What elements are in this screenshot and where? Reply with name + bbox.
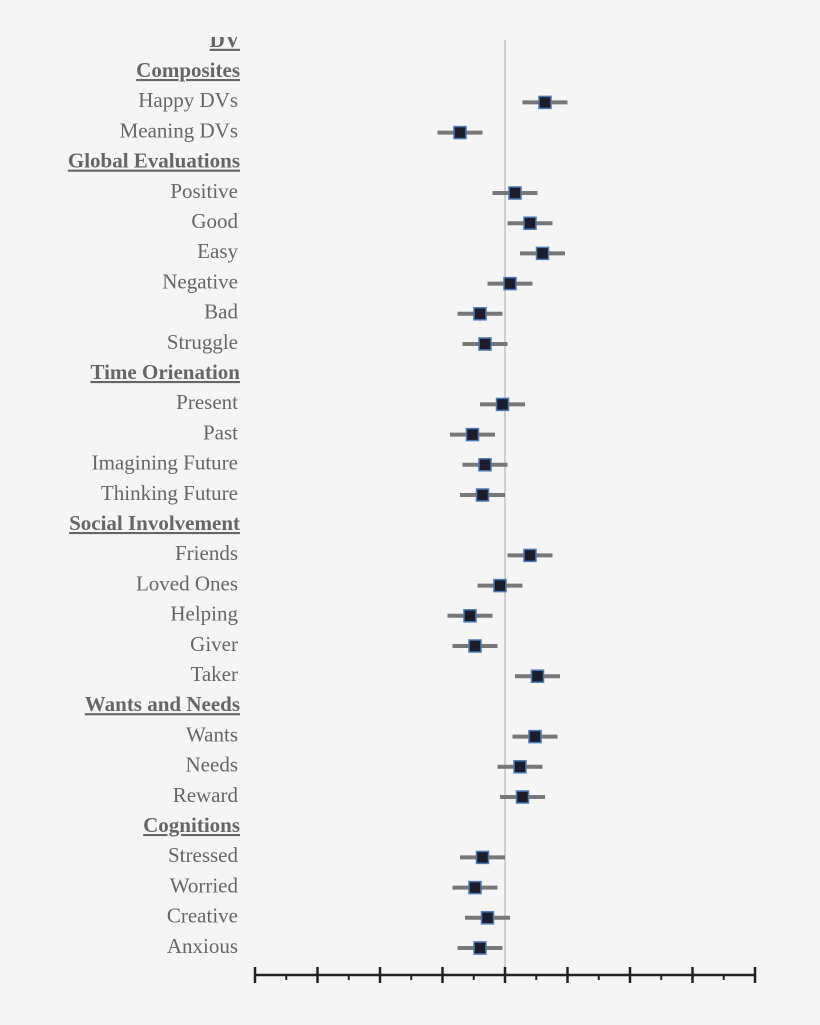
group-header: Cognitions [143,813,240,837]
point-marker [480,911,495,925]
row-label: Present [176,390,238,414]
row-label: Creative [167,904,238,928]
row-label: Negative [162,269,238,293]
group-header: Composites [136,58,240,82]
point-marker [535,246,550,261]
row-label: Meaning DVs [120,118,238,142]
row-label: Happy DVs [138,88,238,112]
row-label: Wants [186,722,238,746]
row-label: Thinking Future [101,481,238,505]
row-label: Friends [175,541,238,565]
group-header: Global Evaluations [68,149,240,173]
point-marker [478,458,492,472]
row-label: Past [203,420,238,444]
point-marker [468,880,482,895]
point-marker [528,729,542,744]
point-marker [523,216,537,230]
group-header: Wants and Needs [85,692,240,716]
point-marker [508,186,522,200]
point-marker [453,125,467,140]
row-label: Taker [191,662,239,686]
row-label: Positive [170,179,238,203]
point-marker [515,790,530,804]
point-marker [468,639,482,653]
row-label: Good [191,209,238,233]
point-marker [503,276,517,291]
point-marker [475,850,490,865]
row-label: Stressed [168,843,238,867]
point-marker [475,488,490,502]
row-label: Bad [204,300,238,324]
point-marker [478,337,492,351]
point-marker [530,669,545,683]
row-label: Helping [170,602,238,626]
row-label: Worried [170,873,239,897]
row-label: Reward [173,783,239,807]
point-marker [523,548,537,563]
row-label: Needs [186,753,238,777]
row-label: Imagining Future [92,451,238,475]
row-label: Anxious [167,934,238,958]
point-marker [493,578,507,593]
point-marker [463,609,477,623]
point-marker [473,307,487,321]
point-marker [473,941,487,955]
group-header: Social Involvement [69,511,240,535]
row-label: Loved Ones [136,571,238,595]
row-label: Easy [197,239,238,263]
group-header: Time Orienation [90,360,240,384]
top-mask [0,0,820,37]
point-marker [465,427,480,442]
point-marker [538,95,552,110]
row-label: Struggle [167,330,238,354]
row-label: Giver [190,632,238,656]
point-marker [513,760,527,774]
point-marker [495,397,510,412]
